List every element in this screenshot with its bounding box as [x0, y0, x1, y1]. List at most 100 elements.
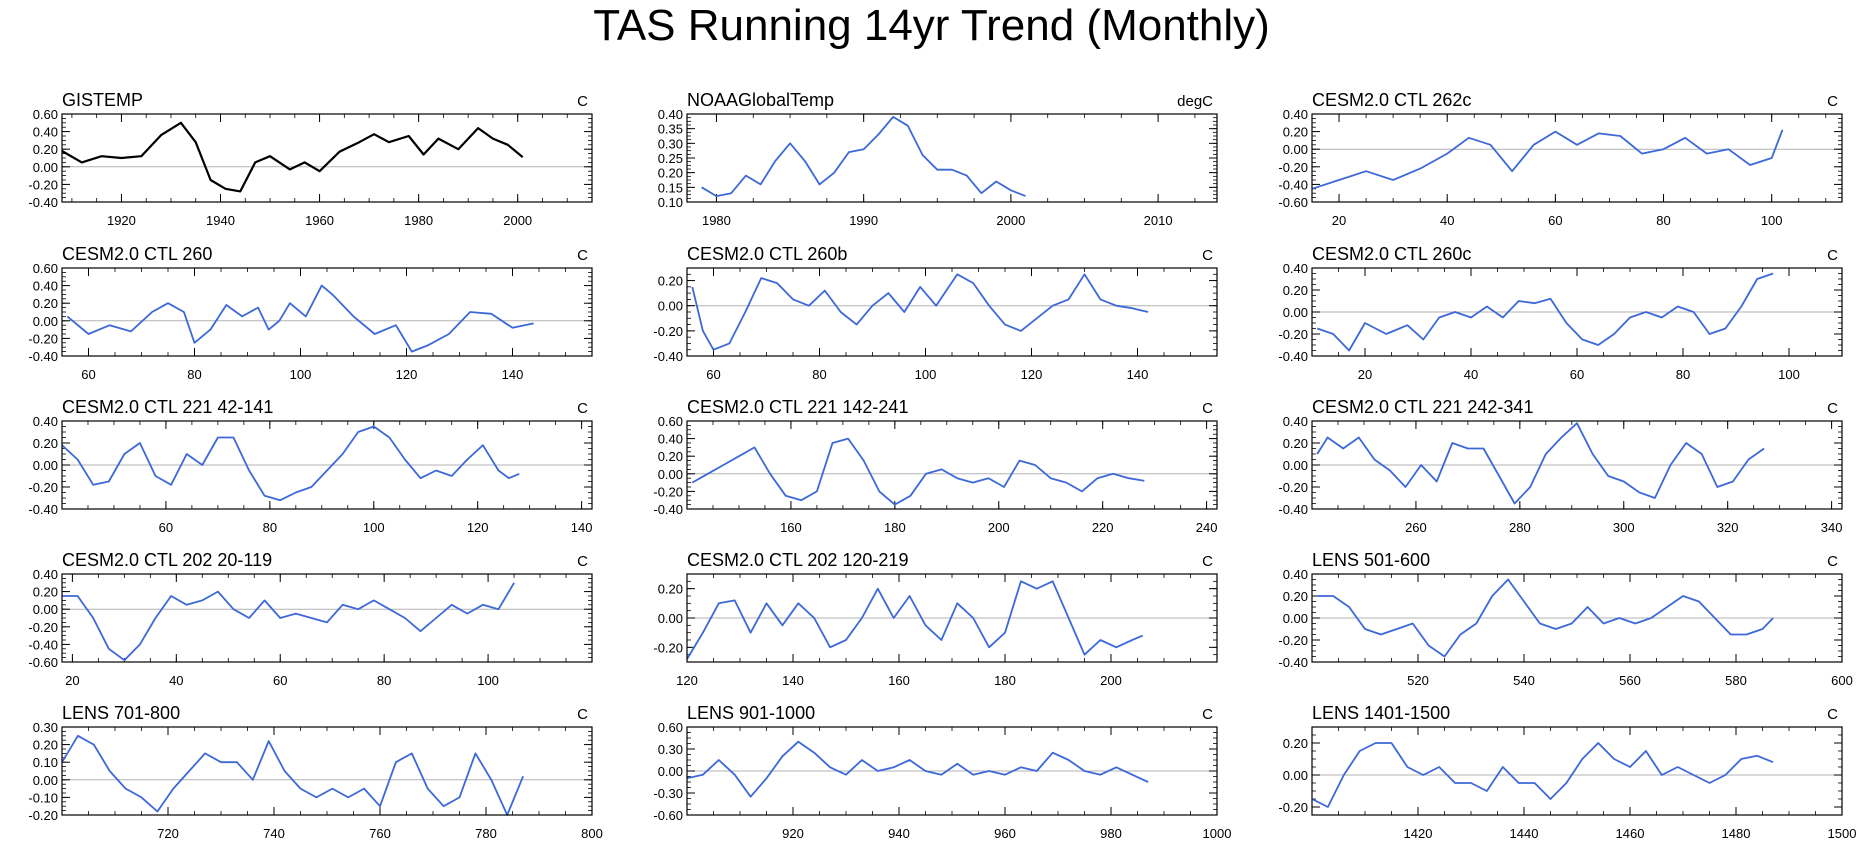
- figure-title: TAS Running 14yr Trend (Monthly): [593, 1, 1270, 50]
- x-tick-label: 100: [915, 367, 937, 382]
- y-tick-label: -0.10: [28, 790, 58, 805]
- x-tick-label: 1440: [1510, 826, 1539, 841]
- y-tick-label: -0.20: [1278, 633, 1308, 648]
- x-tick-label: 720: [157, 826, 179, 841]
- y-tick-label: 0.00: [33, 602, 58, 617]
- y-tick-label: -0.20: [1278, 160, 1308, 175]
- y-tick-label: -0.40: [653, 502, 683, 517]
- x-tick-label: 1000: [1203, 826, 1232, 841]
- y-tick-label: 0.20: [1283, 125, 1308, 140]
- y-tick-label: 0.40: [33, 279, 58, 294]
- y-tick-label: 0.20: [33, 296, 58, 311]
- panel-title: CESM2.0 CTL 221 42-141: [62, 397, 273, 417]
- x-tick-label: 100: [1778, 367, 1800, 382]
- x-tick-label: 20: [1332, 213, 1346, 228]
- x-tick-label: 100: [477, 673, 499, 688]
- panel-units: C: [577, 706, 588, 723]
- x-tick-label: 60: [159, 520, 173, 535]
- y-tick-label: 0.20: [1283, 283, 1308, 298]
- y-tick-label: 0.60: [658, 414, 683, 429]
- x-tick-label: 1980: [404, 213, 433, 228]
- x-tick-label: 180: [884, 520, 906, 535]
- x-tick-label: 100: [1761, 213, 1783, 228]
- x-tick-label: 1500: [1828, 826, 1857, 841]
- x-tick-label: 340: [1821, 520, 1843, 535]
- x-tick-label: 40: [169, 673, 183, 688]
- y-tick-label: 0.00: [658, 611, 683, 626]
- x-tick-label: 1940: [206, 213, 235, 228]
- x-tick-label: 40: [1464, 367, 1478, 382]
- x-tick-label: 220: [1092, 520, 1114, 535]
- y-tick-label: -0.20: [653, 640, 683, 655]
- y-tick-label: 0.40: [33, 125, 58, 140]
- y-tick-label: 0.00: [1283, 768, 1308, 783]
- plot-frame: [1311, 726, 1843, 816]
- y-tick-label: -0.60: [653, 808, 683, 823]
- y-tick-label: 0.30: [33, 720, 58, 735]
- plot-frame: [61, 267, 593, 357]
- x-tick-label: 1420: [1404, 826, 1433, 841]
- y-tick-label: -0.40: [28, 195, 58, 210]
- y-tick-label: 0.30: [658, 136, 683, 151]
- plot-frame: [1311, 573, 1843, 663]
- panel-title: LENS 701-800: [62, 703, 180, 723]
- x-tick-label: 1990: [849, 213, 878, 228]
- x-tick-label: 560: [1619, 673, 1641, 688]
- y-tick-label: 0.00: [33, 314, 58, 329]
- panel-title: CESM2.0 CTL 262c: [1312, 90, 1471, 110]
- x-tick-label: 140: [1127, 367, 1149, 382]
- panel-units: C: [1202, 706, 1213, 723]
- x-tick-label: 20: [1358, 367, 1372, 382]
- x-tick-label: 1980: [702, 213, 731, 228]
- panel-title: LENS 901-1000: [687, 703, 815, 723]
- panel-13: LENS 701-800 C -0.20 -0.10 0.00 0.10 0.20 0.30 7…: [28, 703, 602, 841]
- panel-3: CESM2.0 CTL 262c C -0.60 -0.40 -0.20 0.00 0.20…: [1278, 90, 1843, 228]
- panel-11: CESM2.0 CTL 202 120-219 C -0.20 0.00 0.20 120…: [653, 550, 1218, 688]
- panel-title: CESM2.0 CTL 202 20-119: [62, 550, 272, 570]
- y-tick-label: 0.40: [1283, 567, 1308, 582]
- y-tick-label: 0.20: [33, 436, 58, 451]
- y-tick-label: 0.00: [33, 160, 58, 175]
- x-tick-label: 160: [888, 673, 910, 688]
- y-tick-label: 0.20: [658, 582, 683, 597]
- y-tick-label: 0.40: [33, 414, 58, 429]
- y-tick-label: 0.20: [33, 738, 58, 753]
- y-tick-label: -0.20: [28, 480, 58, 495]
- y-tick-label: 0.40: [33, 567, 58, 582]
- x-tick-label: 80: [1656, 213, 1670, 228]
- y-tick-label: -0.40: [28, 502, 58, 517]
- x-tick-label: 2000: [503, 213, 532, 228]
- x-tick-label: 1920: [107, 213, 136, 228]
- y-tick-label: 0.20: [658, 274, 683, 289]
- panel-title: CESM2.0 CTL 260: [62, 244, 212, 264]
- y-tick-label: -0.20: [1278, 327, 1308, 342]
- y-tick-label: 0.00: [1283, 611, 1308, 626]
- y-tick-label: -0.60: [28, 655, 58, 670]
- x-tick-label: 740: [263, 826, 285, 841]
- x-tick-label: 600: [1831, 673, 1853, 688]
- y-tick-label: 0.00: [33, 773, 58, 788]
- x-tick-label: 1460: [1616, 826, 1645, 841]
- x-tick-label: 240: [1196, 520, 1218, 535]
- y-tick-label: -0.60: [1278, 195, 1308, 210]
- y-tick-label: 0.20: [658, 449, 683, 464]
- x-tick-label: 80: [377, 673, 391, 688]
- series-line: [1311, 742, 1774, 808]
- x-tick-label: 1480: [1722, 826, 1751, 841]
- y-tick-label: 0.00: [33, 458, 58, 473]
- y-tick-label: -0.20: [1278, 800, 1308, 815]
- x-tick-label: 2010: [1144, 213, 1173, 228]
- panel-units: C: [1827, 706, 1838, 723]
- x-tick-label: 100: [290, 367, 312, 382]
- series-line: [61, 121, 524, 193]
- x-tick-label: 760: [369, 826, 391, 841]
- x-tick-label: 40: [1440, 213, 1454, 228]
- x-tick-label: 940: [888, 826, 910, 841]
- panel-units: degC: [1177, 93, 1213, 110]
- x-tick-label: 160: [780, 520, 802, 535]
- x-tick-label: 960: [994, 826, 1016, 841]
- panel-units: C: [1827, 93, 1838, 110]
- panel-title: LENS 1401-1500: [1312, 703, 1450, 723]
- x-tick-label: 180: [994, 673, 1016, 688]
